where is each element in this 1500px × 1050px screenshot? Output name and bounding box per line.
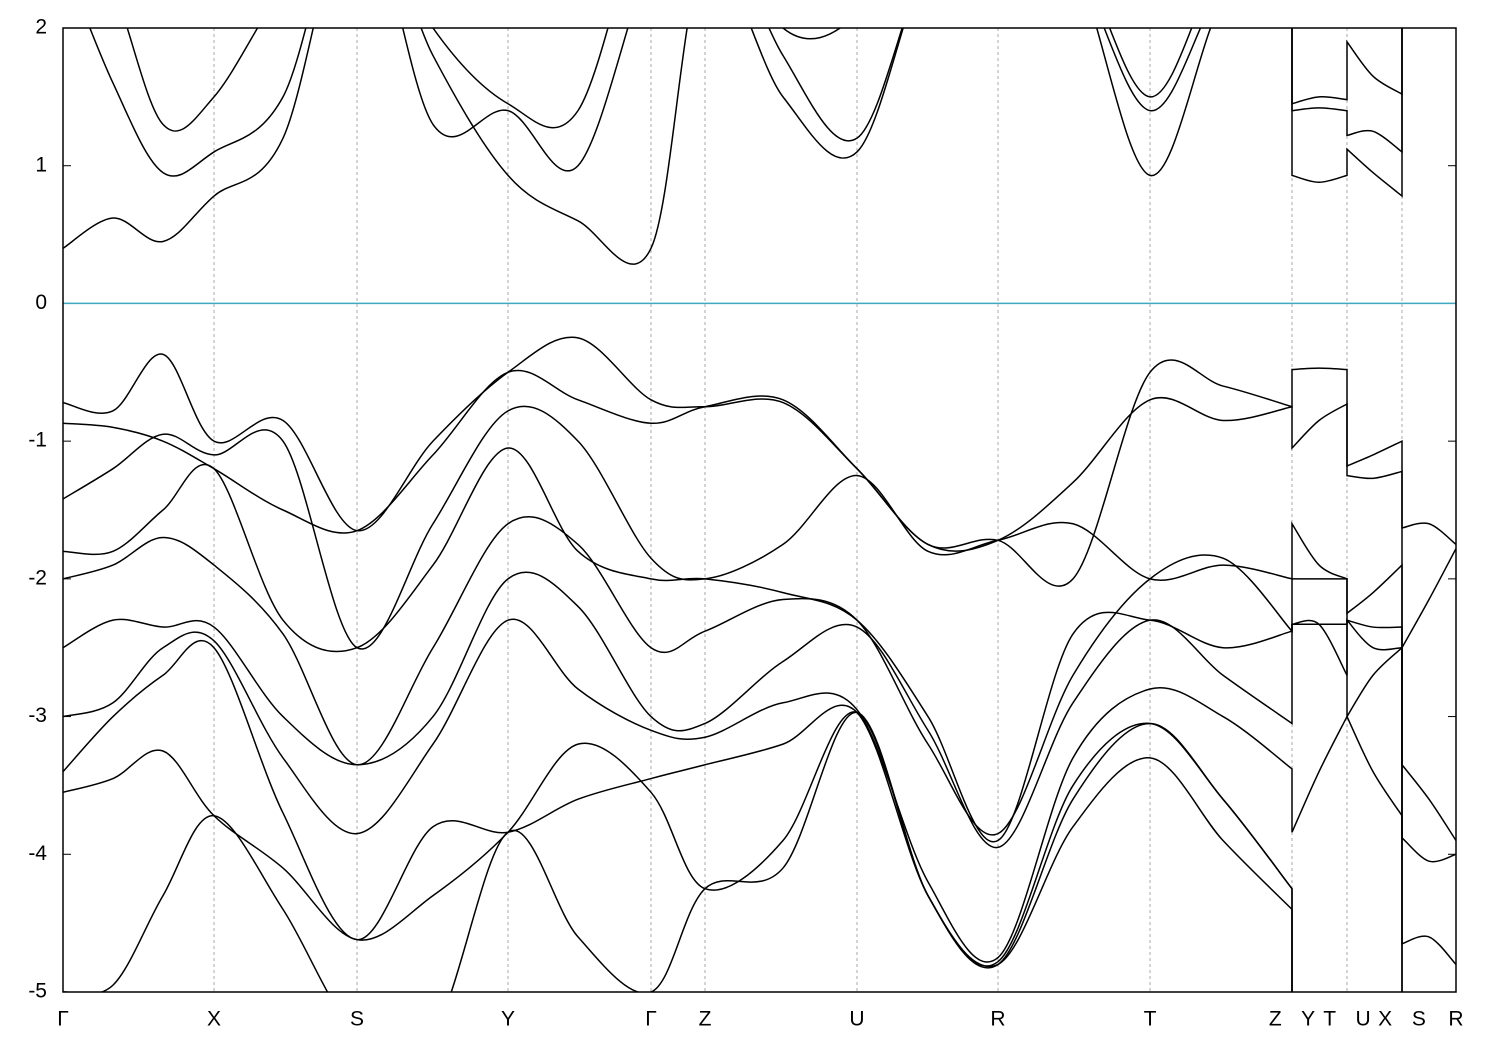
x-tick-label: R — [990, 1008, 1005, 1031]
y-tick-label: 1 — [35, 153, 47, 176]
x-tick-label: Z — [699, 1008, 712, 1031]
y-tick-label: -1 — [28, 429, 47, 452]
y-tick-label: -5 — [28, 980, 47, 1003]
x-tick-label: T U — [1323, 1008, 1370, 1031]
x-tick-label: Y — [501, 1008, 515, 1031]
x-tick-label: U — [849, 1008, 864, 1031]
x-tick-label: Z Y — [1269, 1008, 1315, 1031]
x-tick-label: X S — [1378, 1008, 1426, 1031]
band-line — [63, 28, 1403, 265]
plot-frame — [62, 27, 1457, 993]
band-line — [63, 369, 1456, 651]
band-line — [63, 711, 1293, 992]
band-line — [63, 618, 1403, 992]
x-tick-label: Γ — [645, 1008, 657, 1031]
x-tick-label: R — [1448, 1008, 1463, 1031]
band-line — [63, 571, 1403, 992]
band-line — [63, 447, 1456, 863]
y-tick-label: -4 — [28, 842, 47, 865]
y-tick-label: 2 — [35, 16, 47, 39]
band-line — [88, 28, 1403, 177]
y-tick-label: 0 — [35, 291, 47, 314]
x-tick-label: T — [1144, 1008, 1157, 1031]
x-tick-label: S — [350, 1008, 364, 1031]
y-tick-label: -3 — [28, 704, 47, 727]
x-tick-label: X — [207, 1008, 221, 1031]
band-line — [63, 336, 1456, 587]
band-line — [63, 639, 1293, 992]
band-line — [63, 515, 1456, 965]
x-tick-label: Γ — [57, 1008, 69, 1031]
y-tick-label: -2 — [28, 566, 47, 589]
band-line — [63, 711, 1293, 992]
band-line — [63, 405, 1456, 841]
band-line — [126, 28, 1403, 132]
bands — [63, 28, 1456, 992]
